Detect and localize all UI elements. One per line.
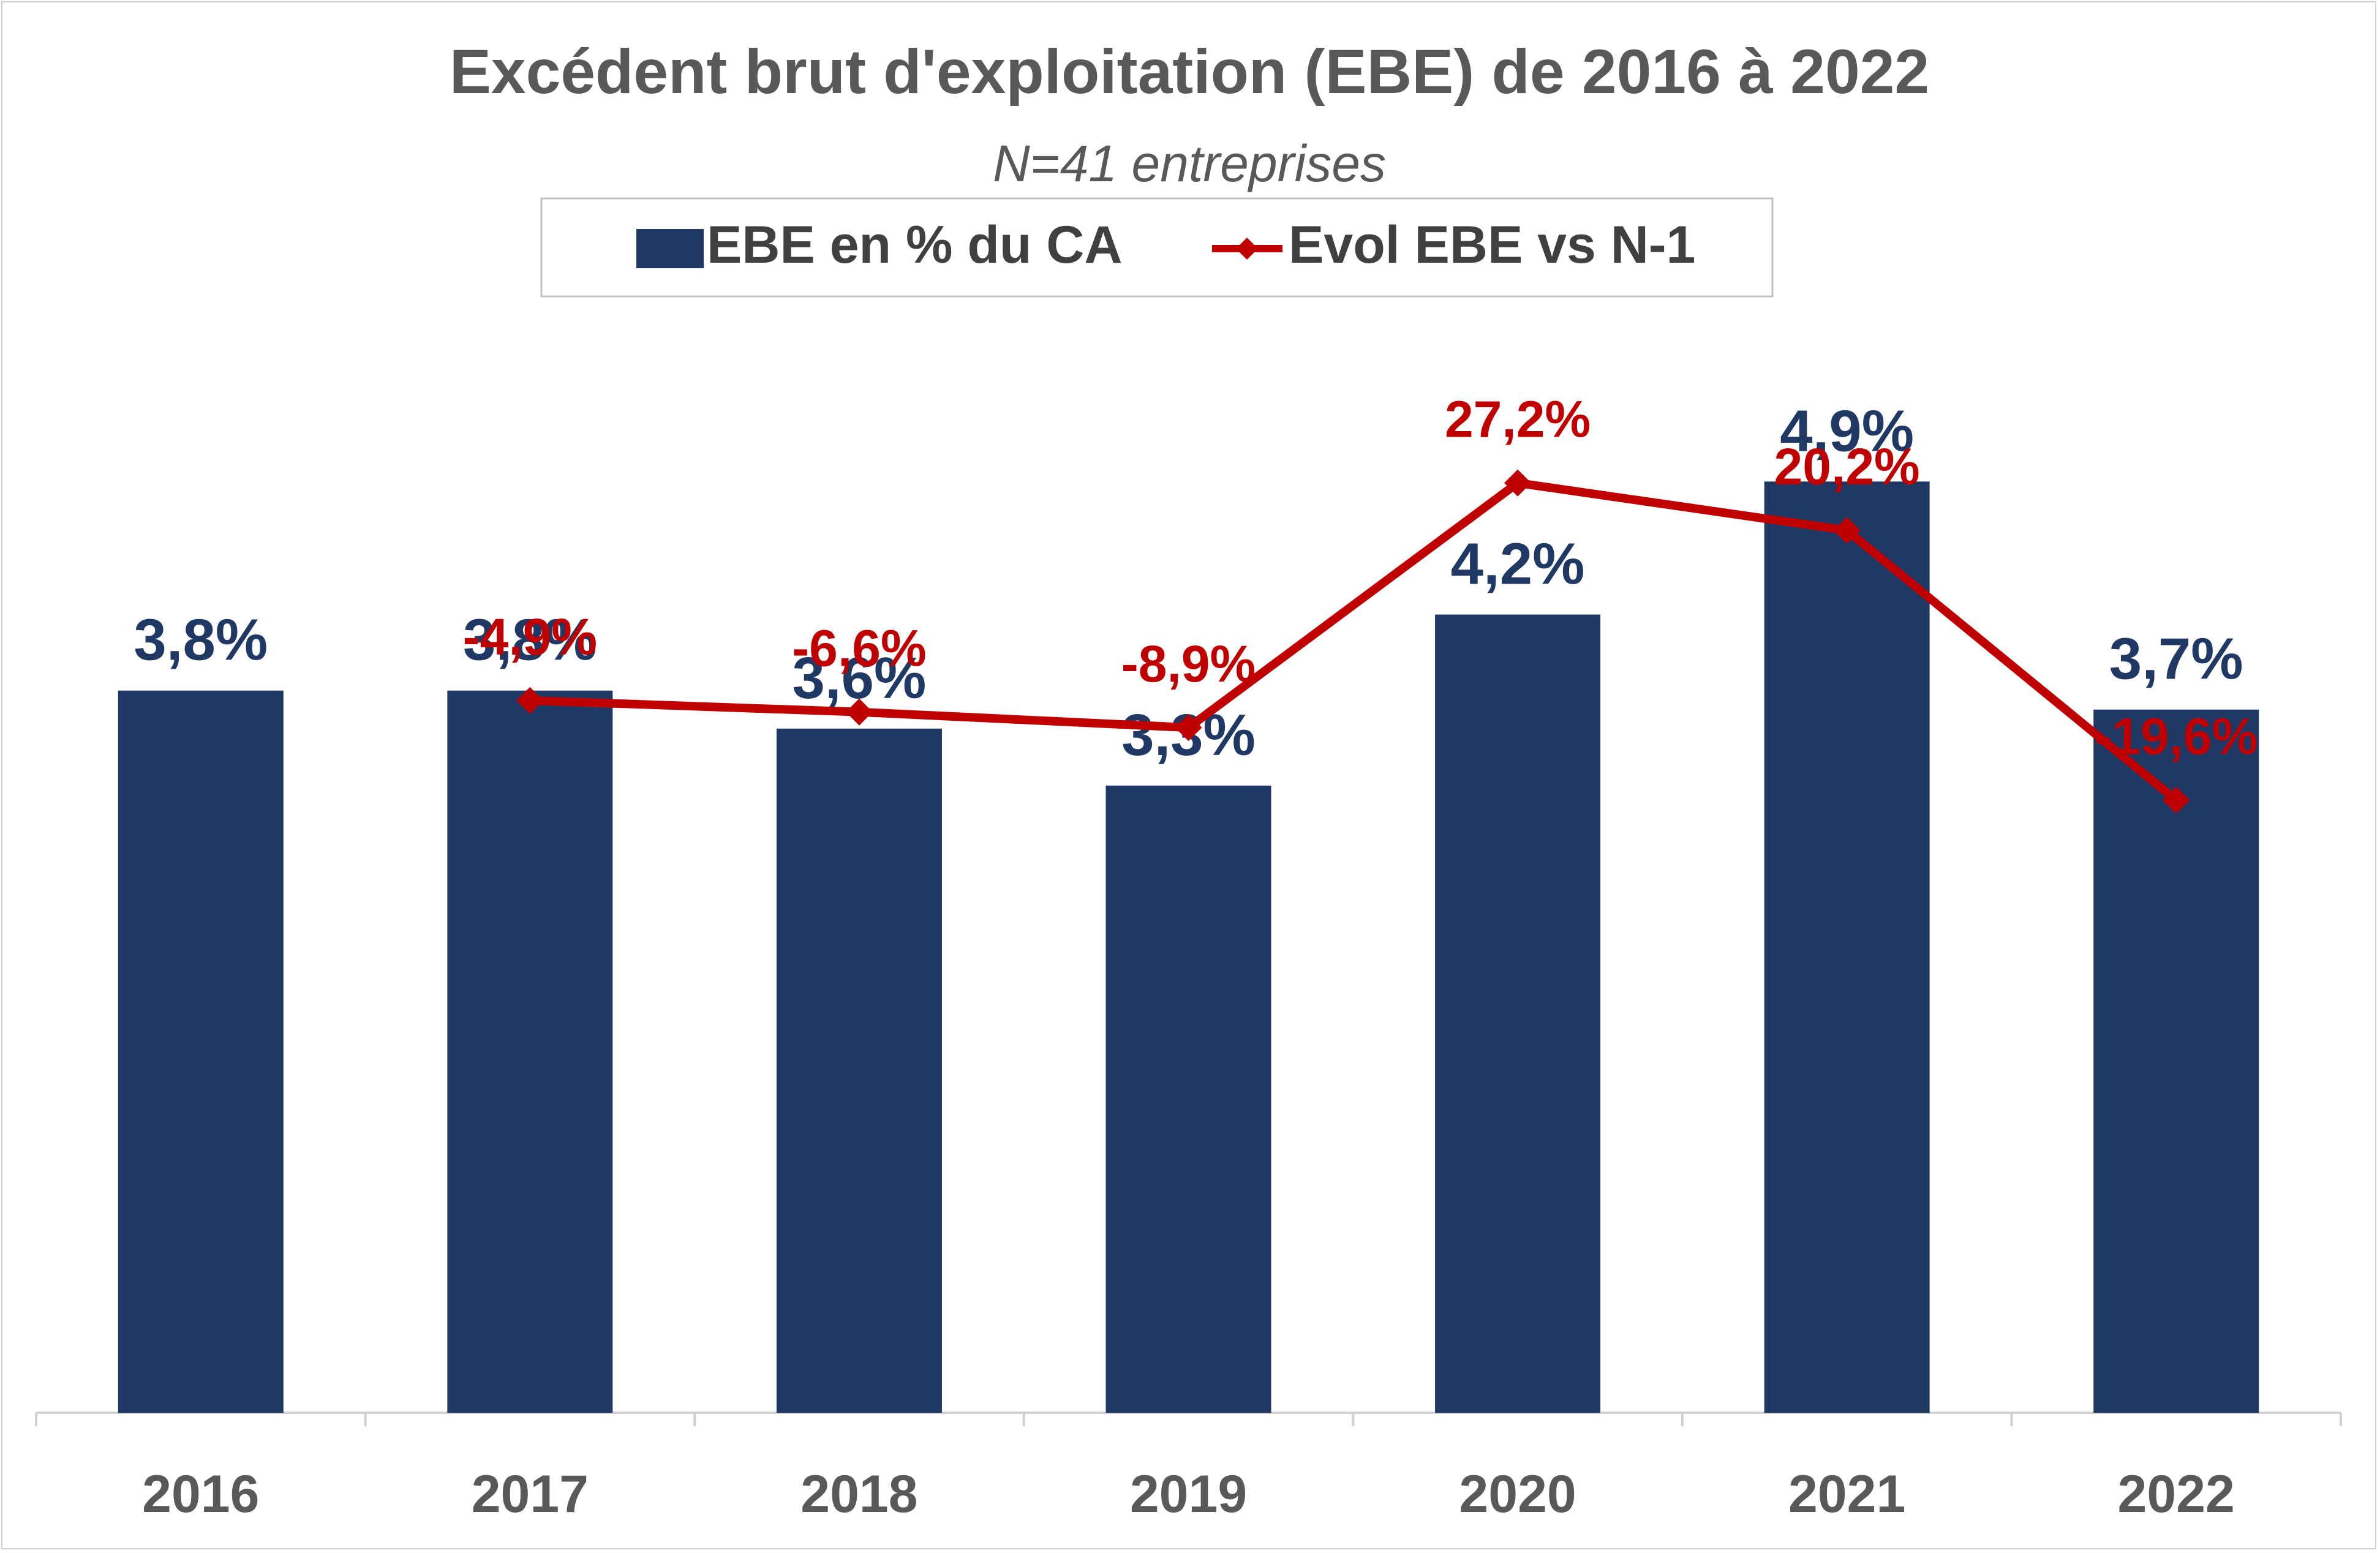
legend-line-marker — [1236, 238, 1258, 260]
line-label-2020: 27,2% — [1445, 391, 1591, 448]
bar-2022 — [2093, 709, 2259, 1413]
legend-bar-swatch — [636, 229, 704, 268]
bar-2017 — [447, 690, 613, 1413]
bar-2020 — [1435, 614, 1601, 1413]
legend: EBE en % du CA Evol EBE vs N-1 — [540, 197, 1774, 298]
line-label-2022: -19,6% — [2095, 708, 2258, 765]
bar-label-2022: 3,7% — [2109, 626, 2243, 692]
line-labels-layer: -4,9% -6,6% -8,9% 27,2% 20,2% -19,6% — [463, 391, 2258, 765]
line-point-2019 — [1175, 714, 1202, 742]
bar-2019 — [1105, 785, 1271, 1413]
bar-label-2017: 3,8% — [463, 607, 597, 673]
line-label-2017: -4,9% — [463, 608, 597, 666]
x-label-2018: 2018 — [800, 1465, 917, 1524]
x-label-2017: 2017 — [472, 1465, 589, 1524]
line-series — [530, 478, 2179, 803]
line-point-2017 — [516, 686, 544, 714]
chart-subtitle: N=41 entreprises — [993, 135, 1386, 192]
x-label-2016: 2016 — [142, 1465, 259, 1524]
line-point-2020 — [1504, 469, 1532, 497]
x-label-2021: 2021 — [1788, 1465, 1905, 1524]
line-point-2018 — [845, 698, 873, 726]
x-label-2019: 2019 — [1130, 1465, 1247, 1524]
x-axis-labels: 2016 2017 2018 2019 2020 2021 2022 — [142, 1465, 2235, 1524]
legend-bar-label: EBE en % du CA — [707, 216, 1123, 274]
legend-box — [540, 197, 1774, 298]
line-label-2018: -6,6% — [792, 620, 926, 677]
bar-2021 — [1764, 481, 1930, 1413]
x-label-2020: 2020 — [1459, 1465, 1576, 1524]
line-layer — [516, 469, 2190, 814]
bar-2018 — [776, 728, 942, 1413]
bar-label-2016: 3,8% — [134, 607, 268, 673]
bar-label-2021: 4,9% — [1780, 398, 1914, 464]
chart-title: Excédent brut d'exploitation (EBE) de 20… — [450, 37, 1929, 107]
bar-labels-layer: 3,8%3,8%3,6%3,3%4,2%4,9%3,7% — [134, 398, 2243, 768]
bar-label-2020: 4,2% — [1451, 532, 1585, 597]
line-label-2021: 20,2% — [1774, 438, 1920, 495]
legend-line-label: Evol EBE vs N-1 — [1289, 216, 1695, 274]
bar-2016 — [118, 690, 284, 1413]
x-label-2022: 2022 — [2118, 1465, 2235, 1524]
bars-layer — [118, 481, 2259, 1413]
x-axis-ticks — [35, 1413, 2342, 1426]
line-point-2021 — [1833, 517, 1861, 544]
line-point-2022 — [2163, 786, 2190, 814]
line-label-2019: -8,9% — [1121, 635, 1256, 693]
